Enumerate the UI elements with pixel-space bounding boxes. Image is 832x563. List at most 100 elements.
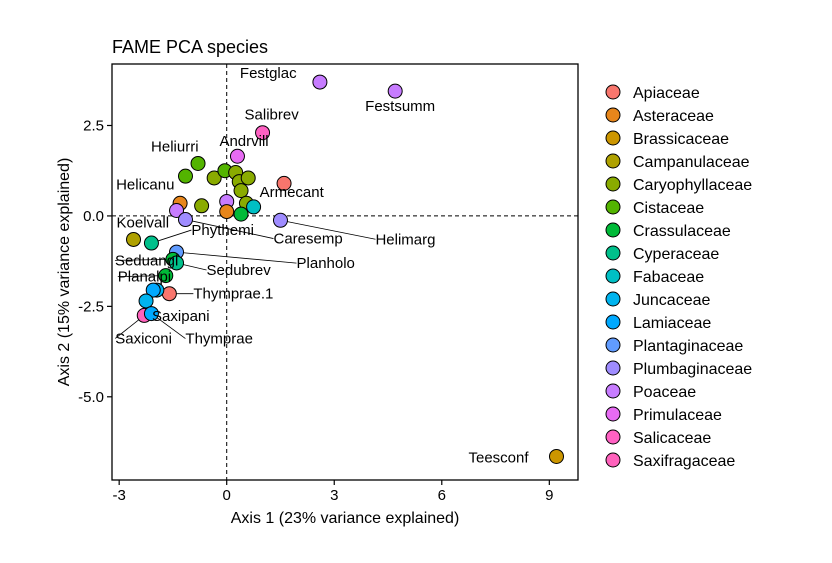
legend-label-plantaginaceae: Plantaginaceae <box>633 338 743 355</box>
point-label-helimarg: Helimarg <box>375 231 435 248</box>
legend-key-brassicaceae <box>605 130 621 146</box>
point-label-festglac: Festglac <box>240 65 297 82</box>
legend-key-cistaceae <box>605 199 621 215</box>
legend-label-campanulaceae: Campanulaceae <box>633 154 750 171</box>
legend-key-apiaceae <box>605 84 621 100</box>
x-axis: -3 0 3 6 9 <box>112 480 553 504</box>
legend-label-juncaceae: Juncaceae <box>633 292 710 309</box>
point-label-saxipani: Saxipani <box>152 308 210 325</box>
y-axis-title: Axis 2 (15% variance explained) <box>56 158 73 387</box>
point-cistaceae-4 <box>190 155 206 171</box>
legend-label-asteraceae: Asteraceae <box>633 108 714 125</box>
legend: Apiaceae Asteraceae Brassicaceae Campanulac… <box>605 84 752 470</box>
point-label-sedubrev: Sedubrev <box>207 262 272 279</box>
point-caryophyllaceae-6 <box>206 170 222 186</box>
point-cyperaceae-27 <box>169 255 185 271</box>
legend-key-asteraceae <box>605 107 621 123</box>
y-tick-label-1: 0.0 <box>83 208 104 225</box>
point-plumbaginaceae-20 <box>272 212 288 228</box>
point-poaceae-21 <box>169 203 185 219</box>
point-plumbaginaceae-22 <box>177 212 193 228</box>
x-tick-label-1: 0 <box>223 487 231 504</box>
legend-key-caryophyllaceae <box>605 176 621 192</box>
legend-key-fabaceae <box>605 268 621 284</box>
point-label-koelvall: Koelvall <box>117 214 170 231</box>
point-label-teesconf: Teesconf <box>468 449 529 466</box>
x-tick-label-0: -3 <box>112 487 125 504</box>
point-label-seduangl: Seduangl <box>115 252 178 269</box>
point-crassulaceae-28 <box>158 268 174 284</box>
legend-key-campanulaceae <box>605 153 621 169</box>
point-label-helicanu: Helicanu <box>116 176 174 193</box>
point-label-planholo: Planholo <box>297 255 355 272</box>
legend-label-cistaceae: Cistaceae <box>633 200 704 217</box>
y-tick-label-0: 2.5 <box>83 117 104 134</box>
leader-line-helimarg <box>280 219 376 240</box>
legend-label-apiaceae: Apiaceae <box>633 85 700 102</box>
point-label-saxiconi: Saxiconi <box>115 330 172 347</box>
legend-key-salicaceae <box>605 429 621 445</box>
legend-key-poaceae <box>605 383 621 399</box>
point-campanulaceae-23 <box>126 231 142 247</box>
legend-label-primulaceae: Primulaceae <box>633 407 722 424</box>
legend-label-fabaceae: Fabaceae <box>633 269 704 286</box>
point-salicaceae-2 <box>255 125 271 141</box>
point-cyperaceae-24 <box>143 235 159 251</box>
point-lamiaceae-34 <box>143 306 159 322</box>
leader-line-planalpi <box>117 275 166 278</box>
legend-key-plantaginaceae <box>605 337 621 353</box>
point-caryophyllaceae-11 <box>233 183 249 199</box>
y-axis: 2.5 0.0 -2.5 -5.0 <box>78 117 112 406</box>
point-label-thymprae: Thymprae <box>185 331 253 348</box>
point-labels: Festglac Festsumm Salibrev Andrvill Heliurri… <box>115 65 529 466</box>
point-label-armecant: Armecant <box>260 184 325 201</box>
point-label-phythemi: Phythemi <box>191 222 254 239</box>
legend-label-caryophyllaceae: Caryophyllaceae <box>633 177 752 194</box>
point-caryophyllaceae-14 <box>194 198 210 214</box>
point-fabaceae-18 <box>246 199 262 215</box>
point-caryophyllaceae-10 <box>240 170 256 186</box>
point-crassulaceae-19 <box>233 206 249 222</box>
legend-label-cyperaceae: Cyperaceae <box>633 246 719 263</box>
point-label-thymprae-1: Thymprae.1 <box>193 286 273 303</box>
legend-key-crassulaceae <box>605 222 621 238</box>
legend-label-poaceae: Poaceae <box>633 384 696 401</box>
point-label-andrvill: Andrvill <box>219 133 268 150</box>
x-tick-label-4: 9 <box>545 487 553 504</box>
x-axis-title: Axis 1 (23% variance explained) <box>231 510 460 527</box>
legend-label-salicaceae: Salicaceae <box>633 430 711 447</box>
legend-key-plumbaginaceae <box>605 360 621 376</box>
point-label-salibrev: Salibrev <box>245 107 300 124</box>
chart-title: FAME PCA species <box>112 37 268 57</box>
legend-label-lamiaceae: Lamiaceae <box>633 315 711 332</box>
point-cistaceae-5 <box>177 168 193 184</box>
legend-key-juncaceae <box>605 291 621 307</box>
point-label-festsumm: Festsumm <box>365 98 435 115</box>
point-label-heliurri: Heliurri <box>151 138 199 155</box>
legend-label-brassicaceae: Brassicaceae <box>633 131 729 148</box>
data-points <box>126 74 564 464</box>
leader-line-seduangl <box>114 258 173 261</box>
leader-line-planholo <box>176 251 297 264</box>
y-tick-label-2: -2.5 <box>78 298 104 315</box>
x-tick-label-3: 6 <box>438 487 446 504</box>
legend-label-plumbaginaceae: Plumbaginaceae <box>633 361 752 378</box>
point-primulaceae-3 <box>229 148 245 164</box>
point-poaceae-1 <box>387 83 403 99</box>
point-label-caresemp: Caresemp <box>273 231 342 248</box>
legend-label-saxifragaceae: Saxifragaceae <box>633 453 735 470</box>
legend-label-crassulaceae: Crassulaceae <box>633 223 731 240</box>
point-brassicaceae-35 <box>548 448 564 464</box>
point-juncaceae-32 <box>138 293 154 309</box>
legend-key-cyperaceae <box>605 245 621 261</box>
legend-key-saxifragaceae <box>605 452 621 468</box>
point-label-planalpi: Planalpi <box>118 269 171 286</box>
point-lamiaceae-31 <box>145 282 161 298</box>
legend-key-primulaceae <box>605 406 621 422</box>
point-poaceae-0 <box>312 74 328 90</box>
y-tick-label-3: -5.0 <box>78 389 104 406</box>
legend-key-lamiaceae <box>605 314 621 330</box>
point-apiaceae-29 <box>161 286 177 302</box>
leader-line-caresemp <box>185 219 274 239</box>
point-asteraceae-16 <box>219 204 235 220</box>
